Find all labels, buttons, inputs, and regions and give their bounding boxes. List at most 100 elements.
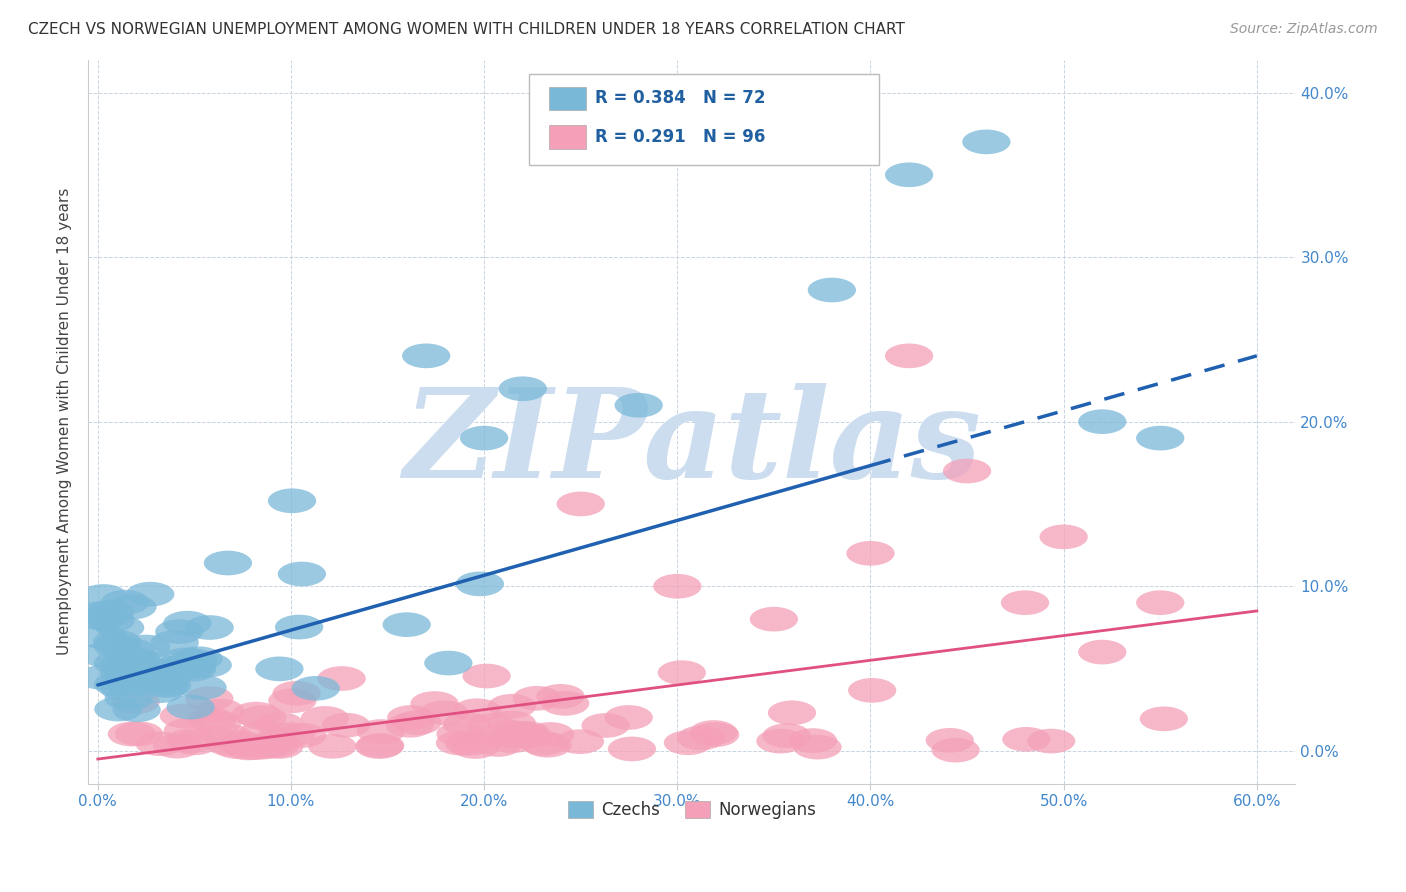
Ellipse shape — [93, 630, 141, 655]
Ellipse shape — [690, 723, 740, 747]
Ellipse shape — [94, 651, 142, 675]
Ellipse shape — [94, 672, 142, 697]
Ellipse shape — [127, 665, 174, 689]
Ellipse shape — [232, 702, 280, 726]
Text: ZIPatlas: ZIPatlas — [402, 383, 981, 504]
Ellipse shape — [80, 642, 128, 667]
Ellipse shape — [186, 615, 233, 640]
FancyBboxPatch shape — [550, 87, 585, 111]
Ellipse shape — [107, 638, 155, 663]
Ellipse shape — [425, 650, 472, 675]
Ellipse shape — [169, 648, 218, 673]
Ellipse shape — [436, 731, 484, 756]
Ellipse shape — [122, 663, 170, 688]
Ellipse shape — [489, 723, 537, 748]
Ellipse shape — [186, 686, 233, 711]
Ellipse shape — [488, 729, 537, 753]
Ellipse shape — [160, 704, 208, 728]
Ellipse shape — [86, 608, 135, 633]
Ellipse shape — [136, 669, 184, 693]
Ellipse shape — [238, 706, 287, 731]
Ellipse shape — [193, 711, 242, 736]
Ellipse shape — [607, 737, 657, 761]
Ellipse shape — [1078, 640, 1126, 665]
Ellipse shape — [356, 733, 405, 758]
Ellipse shape — [108, 722, 156, 747]
Ellipse shape — [143, 659, 193, 683]
Ellipse shape — [249, 731, 298, 755]
Ellipse shape — [170, 731, 219, 756]
Ellipse shape — [155, 619, 204, 644]
Ellipse shape — [131, 658, 179, 683]
Ellipse shape — [605, 705, 652, 730]
Ellipse shape — [122, 634, 170, 659]
Ellipse shape — [112, 652, 160, 677]
Ellipse shape — [269, 489, 316, 513]
Ellipse shape — [224, 736, 273, 760]
Ellipse shape — [884, 162, 934, 187]
Ellipse shape — [112, 648, 160, 673]
Ellipse shape — [498, 722, 546, 747]
Ellipse shape — [142, 664, 190, 689]
Ellipse shape — [451, 734, 499, 759]
Ellipse shape — [502, 721, 550, 746]
Ellipse shape — [239, 721, 287, 746]
Ellipse shape — [356, 734, 404, 759]
Ellipse shape — [846, 541, 894, 566]
Ellipse shape — [467, 713, 516, 738]
Ellipse shape — [254, 734, 304, 759]
Ellipse shape — [153, 734, 201, 758]
Ellipse shape — [463, 664, 510, 689]
Text: R = 0.291   N = 96: R = 0.291 N = 96 — [595, 128, 766, 146]
Ellipse shape — [166, 728, 215, 753]
Ellipse shape — [318, 666, 366, 691]
Ellipse shape — [94, 697, 142, 722]
Ellipse shape — [167, 654, 217, 679]
Ellipse shape — [436, 722, 485, 747]
Ellipse shape — [537, 684, 585, 708]
Ellipse shape — [105, 671, 155, 696]
Ellipse shape — [499, 376, 547, 401]
Ellipse shape — [503, 724, 551, 748]
Ellipse shape — [195, 698, 245, 723]
Ellipse shape — [96, 615, 145, 640]
Ellipse shape — [108, 657, 157, 681]
Ellipse shape — [250, 733, 299, 758]
Ellipse shape — [689, 720, 738, 745]
Ellipse shape — [278, 723, 326, 747]
Ellipse shape — [1078, 409, 1126, 434]
Ellipse shape — [385, 713, 434, 738]
Ellipse shape — [308, 734, 357, 759]
Ellipse shape — [402, 343, 450, 368]
Ellipse shape — [142, 666, 190, 691]
Ellipse shape — [141, 673, 188, 697]
Ellipse shape — [756, 729, 804, 754]
Ellipse shape — [446, 731, 494, 756]
Ellipse shape — [658, 660, 706, 685]
Ellipse shape — [382, 612, 430, 637]
Ellipse shape — [143, 673, 191, 698]
Ellipse shape — [108, 595, 156, 619]
Ellipse shape — [100, 661, 149, 686]
Ellipse shape — [943, 458, 991, 483]
Ellipse shape — [291, 676, 340, 701]
Ellipse shape — [100, 652, 149, 677]
Ellipse shape — [77, 665, 127, 690]
Ellipse shape — [932, 738, 980, 763]
Ellipse shape — [136, 678, 184, 703]
FancyBboxPatch shape — [529, 74, 879, 165]
Ellipse shape — [231, 735, 280, 760]
Legend: Czechs, Norwegians: Czechs, Norwegians — [561, 795, 823, 826]
Ellipse shape — [1001, 591, 1049, 615]
Ellipse shape — [357, 719, 405, 744]
Ellipse shape — [273, 681, 321, 706]
Ellipse shape — [526, 723, 574, 747]
Ellipse shape — [1002, 727, 1050, 752]
Ellipse shape — [256, 657, 304, 681]
Ellipse shape — [112, 698, 160, 723]
Ellipse shape — [664, 731, 711, 756]
Ellipse shape — [115, 722, 163, 746]
Ellipse shape — [322, 713, 370, 738]
Ellipse shape — [749, 607, 799, 632]
Ellipse shape — [167, 657, 217, 681]
